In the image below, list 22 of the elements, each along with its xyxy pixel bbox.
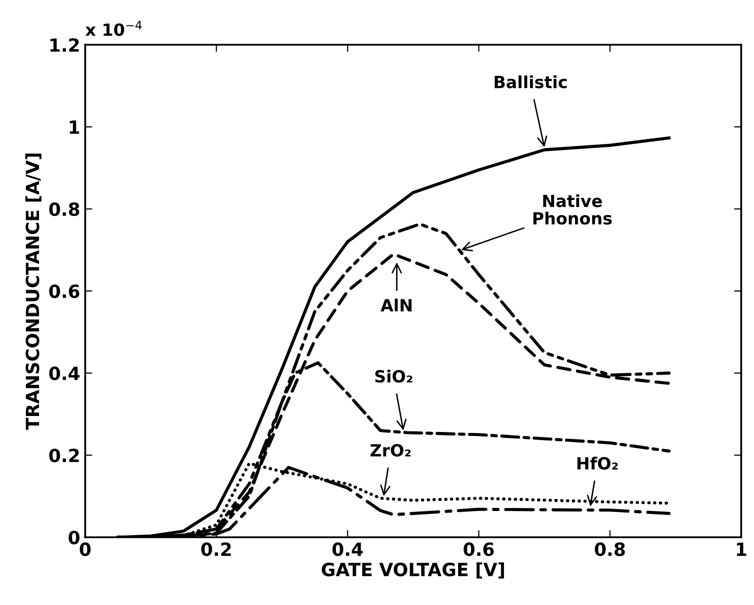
- x-tick-label: 0.6: [464, 542, 494, 556]
- y-tick-label: 0.6: [49, 284, 80, 298]
- x-tick-label: 1: [736, 542, 746, 556]
- text: x 10$^{−4}$: [85, 20, 142, 36]
- x-tick-label: 0: [80, 542, 91, 556]
- y-tick-label: 1: [70, 120, 80, 134]
- annotation: HfO₂: [577, 456, 618, 470]
- y-tick-label: 0.4: [49, 366, 80, 380]
- y-tick-label: 0.2: [49, 448, 79, 462]
- x-axis-title: GATE VOLTAGE [V]: [322, 562, 504, 578]
- annotation: SiO₂: [375, 370, 412, 383]
- x-tick-label: 0.8: [594, 542, 625, 556]
- y-tick-label: 0: [68, 530, 80, 544]
- annotation: Native Phonons: [533, 194, 612, 225]
- annotation: ZrO₂: [370, 444, 411, 457]
- annotation: Ballistic: [494, 75, 567, 88]
- annotation: AlN: [380, 298, 412, 312]
- y-tick-label: 0.8: [49, 202, 80, 216]
- y-tick-label: 1.2: [50, 38, 79, 52]
- y-axis-title: TRANSCONDUCTANCE [A/V]: [25, 154, 42, 430]
- x-tick-label: 0.2: [201, 542, 231, 556]
- x-tick-label: 0.4: [332, 542, 363, 556]
